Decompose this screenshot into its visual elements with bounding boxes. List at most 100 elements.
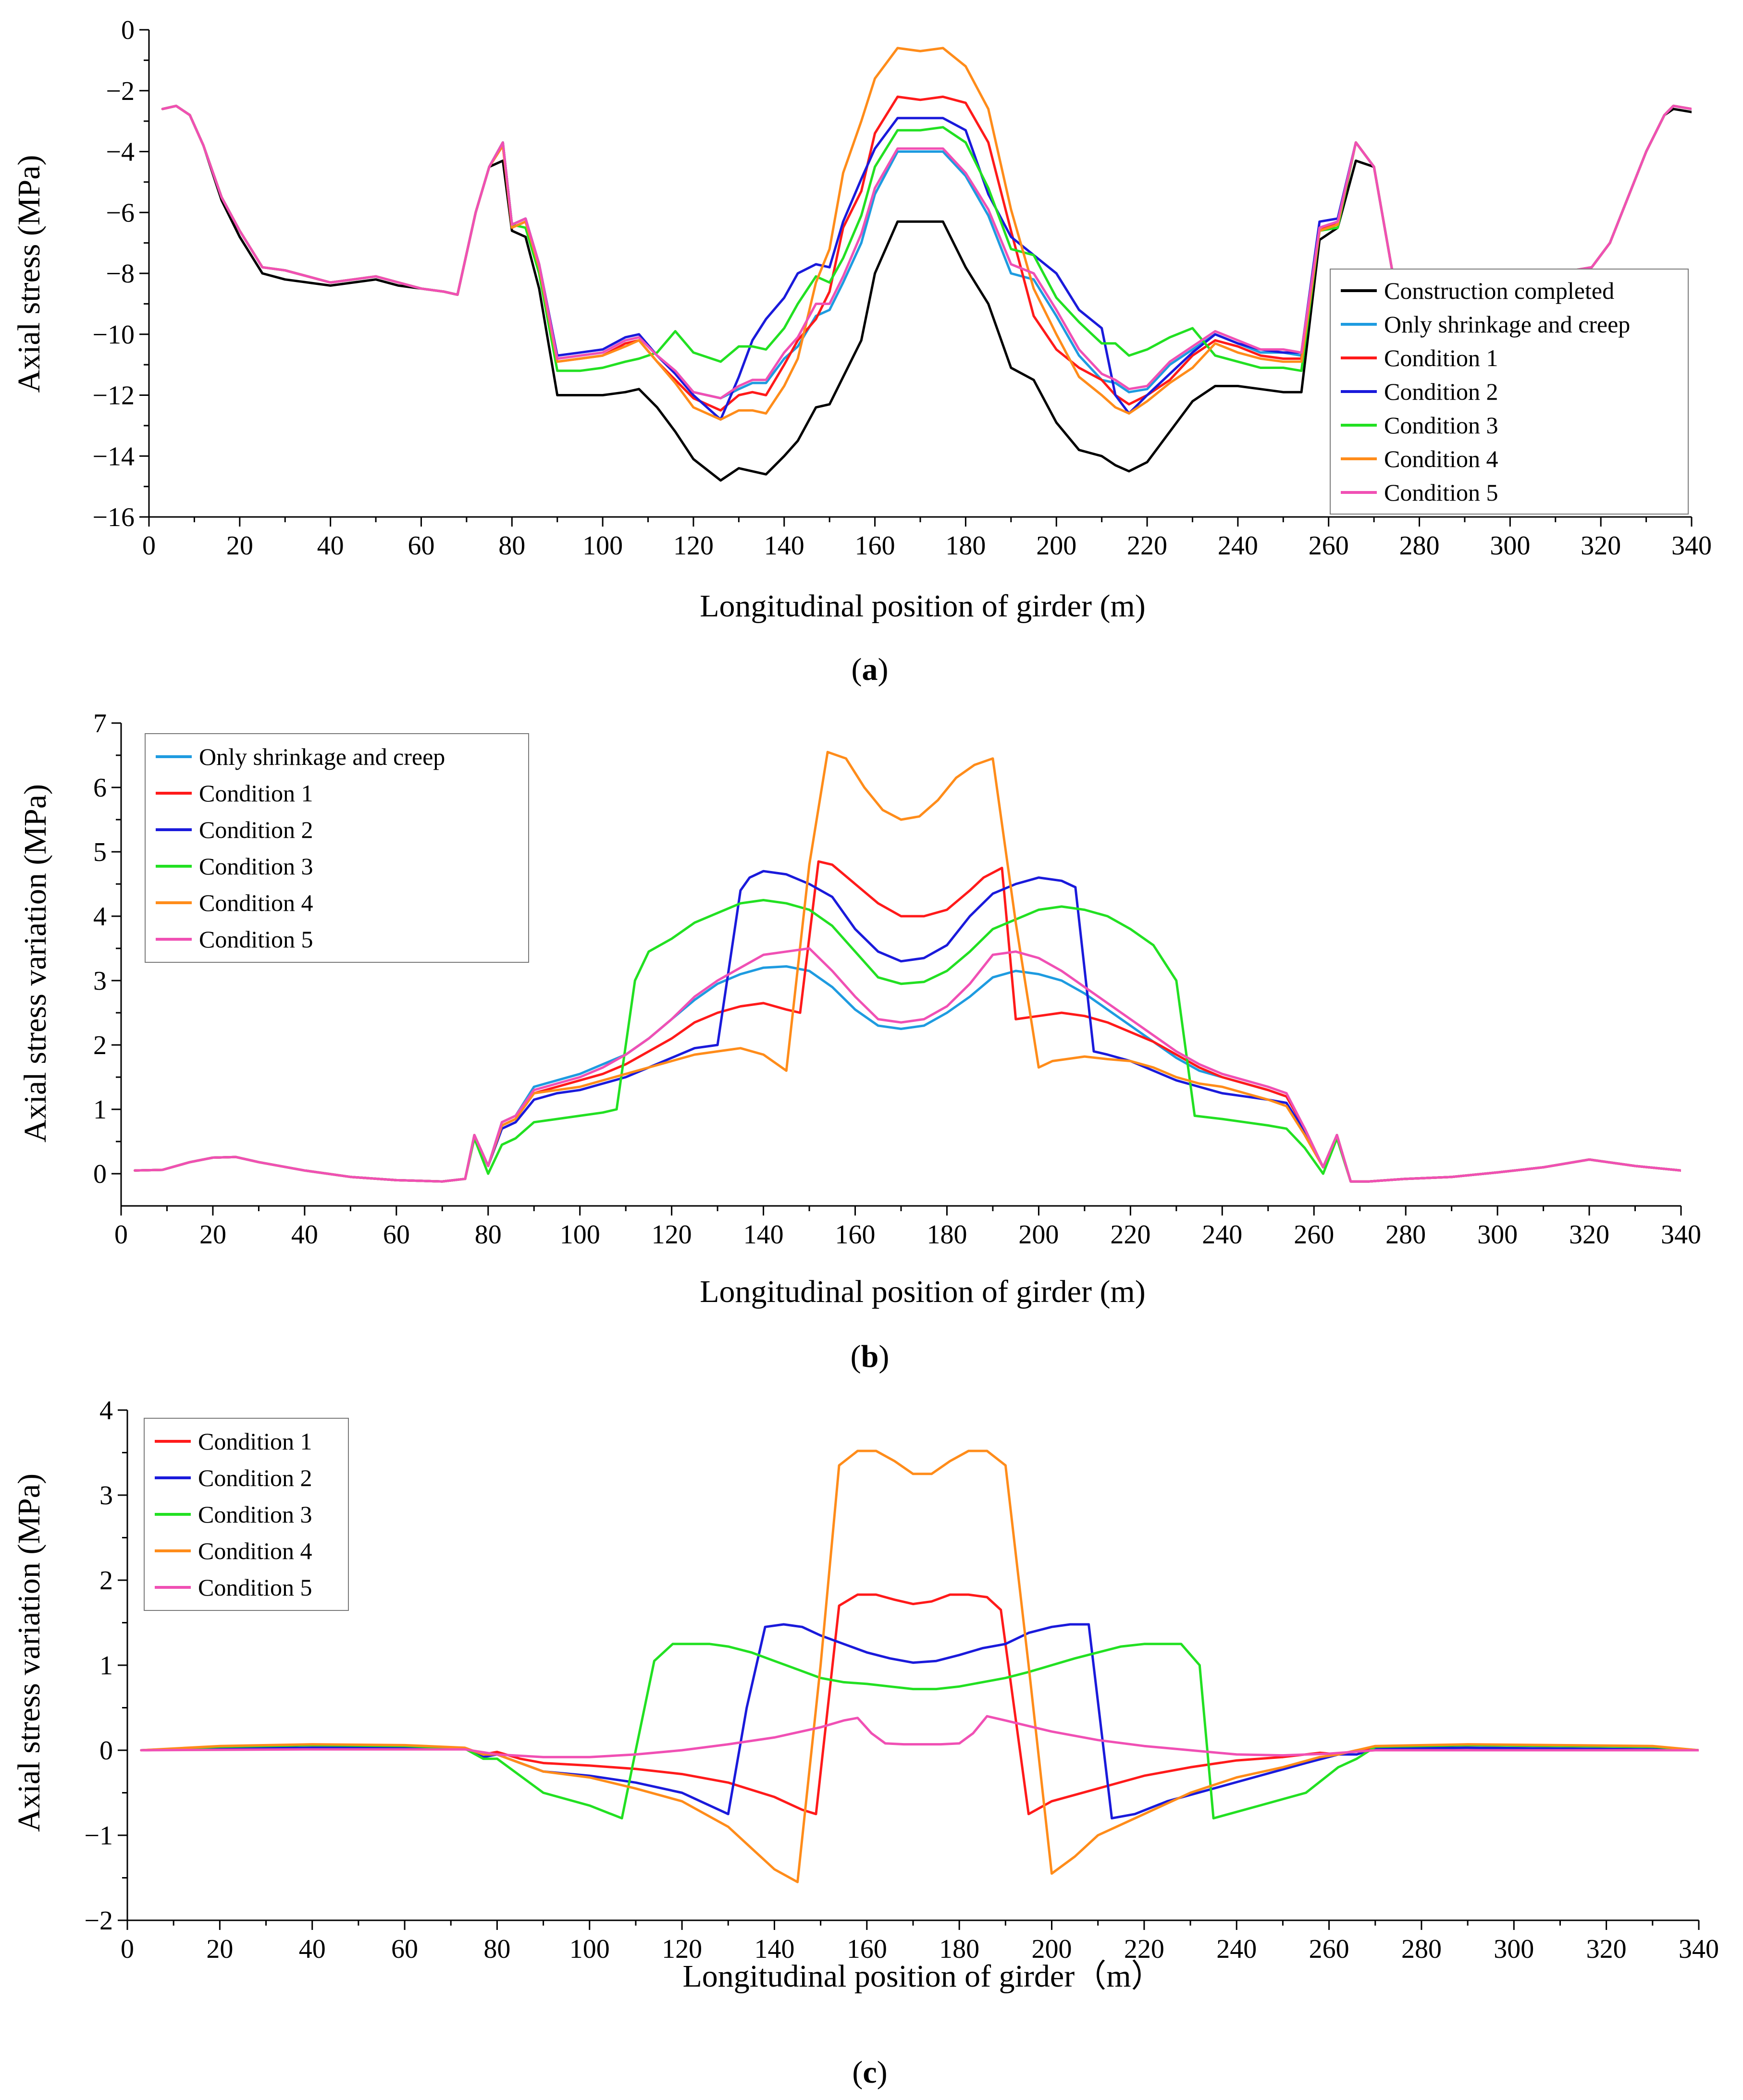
y-axis-label: Axial stress variation (MPa) bbox=[18, 784, 53, 1142]
x-tick-label: 180 bbox=[945, 531, 986, 561]
x-tick-label: 340 bbox=[1661, 1220, 1701, 1250]
y-tick-label: 1 bbox=[93, 1095, 107, 1125]
x-tick-label: 140 bbox=[754, 1934, 794, 1964]
x-axis-label: Longitudinal position of girder（m） bbox=[682, 1959, 1162, 1994]
x-tick-label: 280 bbox=[1385, 1220, 1426, 1250]
x-tick-label: 200 bbox=[1036, 531, 1076, 561]
x-tick-label: 160 bbox=[855, 531, 895, 561]
x-tick-label: 140 bbox=[743, 1220, 784, 1250]
y-tick-label: −4 bbox=[106, 137, 135, 167]
panel-caption: (c) bbox=[852, 2055, 887, 2090]
legend-label: Condition 1 bbox=[198, 1428, 312, 1455]
y-tick-label: 6 bbox=[93, 773, 107, 803]
x-tick-label: 220 bbox=[1127, 531, 1167, 561]
x-tick-label: 300 bbox=[1490, 531, 1530, 561]
x-tick-label: 260 bbox=[1309, 1934, 1349, 1964]
x-axis-label: Longitudinal position of girder (m) bbox=[700, 1274, 1146, 1309]
y-tick-label: 1 bbox=[99, 1651, 113, 1681]
y-tick-label: −14 bbox=[92, 442, 135, 471]
x-tick-label: 160 bbox=[847, 1934, 887, 1964]
y-tick-label: −2 bbox=[84, 1906, 113, 1936]
x-tick-label: 240 bbox=[1218, 531, 1258, 561]
y-tick-label: 3 bbox=[99, 1481, 113, 1511]
y-tick-label: −8 bbox=[106, 259, 135, 289]
y-tick-label: 0 bbox=[121, 15, 135, 45]
y-axis-label: Axial stress (MPa) bbox=[12, 155, 47, 393]
legend-label: Condition 4 bbox=[1384, 445, 1498, 472]
x-tick-label: 300 bbox=[1494, 1934, 1534, 1964]
x-tick-label: 0 bbox=[121, 1934, 134, 1964]
x-tick-label: 160 bbox=[835, 1220, 876, 1250]
x-tick-label: 260 bbox=[1309, 531, 1349, 561]
x-tick-label: 40 bbox=[299, 1934, 326, 1964]
x-tick-label: 280 bbox=[1401, 1934, 1442, 1964]
x-tick-label: 200 bbox=[1032, 1934, 1072, 1964]
x-tick-label: 260 bbox=[1294, 1220, 1334, 1250]
panel-letter: c bbox=[863, 2055, 877, 2090]
x-tick-label: 320 bbox=[1581, 531, 1621, 561]
series-group bbox=[140, 1449, 1699, 1883]
x-tick-label: 80 bbox=[483, 1934, 510, 1964]
legend-label: Condition 3 bbox=[199, 853, 313, 880]
legend-label: Condition 4 bbox=[199, 889, 313, 916]
y-tick-label: 2 bbox=[99, 1566, 113, 1596]
x-tick-label: 60 bbox=[391, 1934, 418, 1964]
legend-label: Condition 3 bbox=[1384, 412, 1498, 439]
chart-panel-c: Axial stress variation (MPa) Longitudina… bbox=[12, 1396, 1719, 2090]
x-tick-label: 180 bbox=[939, 1934, 979, 1964]
legend-label: Condition 1 bbox=[1384, 344, 1498, 371]
y-tick-label: 2 bbox=[93, 1031, 107, 1060]
chart-panel-a: Axial stress (MPa) Longitudinal position… bbox=[12, 15, 1712, 687]
panel-caption: (a) bbox=[852, 652, 889, 687]
series-line-condition-3 bbox=[140, 1643, 1699, 1820]
y-tick-label: 0 bbox=[99, 1736, 113, 1766]
y-tick-label: −6 bbox=[106, 198, 135, 228]
x-tick-label: 80 bbox=[475, 1220, 502, 1250]
x-tick-label: 80 bbox=[498, 531, 525, 561]
x-tick-label: 180 bbox=[927, 1220, 967, 1250]
series-line-condition-5 bbox=[140, 1715, 1699, 1758]
x-tick-label: 20 bbox=[226, 531, 253, 561]
chart-panel-b: Axial stress variation (MPa) Longitudina… bbox=[18, 709, 1701, 1374]
x-tick-label: 200 bbox=[1018, 1220, 1059, 1250]
y-tick-label: −12 bbox=[92, 381, 135, 411]
y-tick-label: 3 bbox=[93, 966, 107, 996]
x-tick-label: 320 bbox=[1569, 1220, 1609, 1250]
legend-label: Condition 5 bbox=[199, 926, 313, 953]
y-axis-label: Axial stress variation (MPa) bbox=[12, 1474, 47, 1832]
y-tick-label: 7 bbox=[93, 709, 107, 738]
legend-label: Condition 5 bbox=[1384, 479, 1498, 506]
legend-label: Condition 2 bbox=[198, 1464, 312, 1491]
x-tick-label: 120 bbox=[673, 531, 714, 561]
x-tick-label: 0 bbox=[142, 531, 156, 561]
y-tick-label: −16 bbox=[92, 503, 135, 532]
x-tick-label: 0 bbox=[114, 1220, 128, 1250]
x-tick-label: 340 bbox=[1679, 1934, 1719, 1964]
x-tick-label: 100 bbox=[569, 1934, 610, 1964]
series-line-condition-5 bbox=[134, 947, 1681, 1183]
series-line-condition-4 bbox=[140, 1449, 1699, 1883]
y-tick-label: −2 bbox=[106, 76, 135, 106]
y-tick-label: −1 bbox=[84, 1821, 113, 1851]
x-tick-label: 320 bbox=[1586, 1934, 1627, 1964]
legend-box bbox=[1330, 269, 1689, 515]
x-tick-label: 240 bbox=[1202, 1220, 1242, 1250]
legend-label: Only shrinkage and creep bbox=[1384, 311, 1630, 338]
legend-box bbox=[145, 733, 529, 963]
x-tick-label: 40 bbox=[291, 1220, 318, 1250]
legend-label: Condition 2 bbox=[199, 816, 313, 843]
x-tick-label: 120 bbox=[662, 1934, 702, 1964]
x-tick-label: 140 bbox=[764, 531, 804, 561]
legend-label: Condition 5 bbox=[198, 1574, 312, 1601]
x-tick-label: 60 bbox=[408, 531, 434, 561]
legend-label: Condition 3 bbox=[198, 1501, 312, 1528]
x-tick-label: 40 bbox=[317, 531, 344, 561]
x-axis-label: Longitudinal position of girder (m) bbox=[700, 589, 1146, 624]
y-tick-label: 4 bbox=[99, 1396, 113, 1425]
series-group bbox=[134, 750, 1681, 1183]
legend-label: Condition 2 bbox=[1384, 378, 1498, 405]
x-tick-label: 340 bbox=[1671, 531, 1712, 561]
x-tick-label: 60 bbox=[383, 1220, 410, 1250]
x-tick-label: 120 bbox=[652, 1220, 692, 1250]
